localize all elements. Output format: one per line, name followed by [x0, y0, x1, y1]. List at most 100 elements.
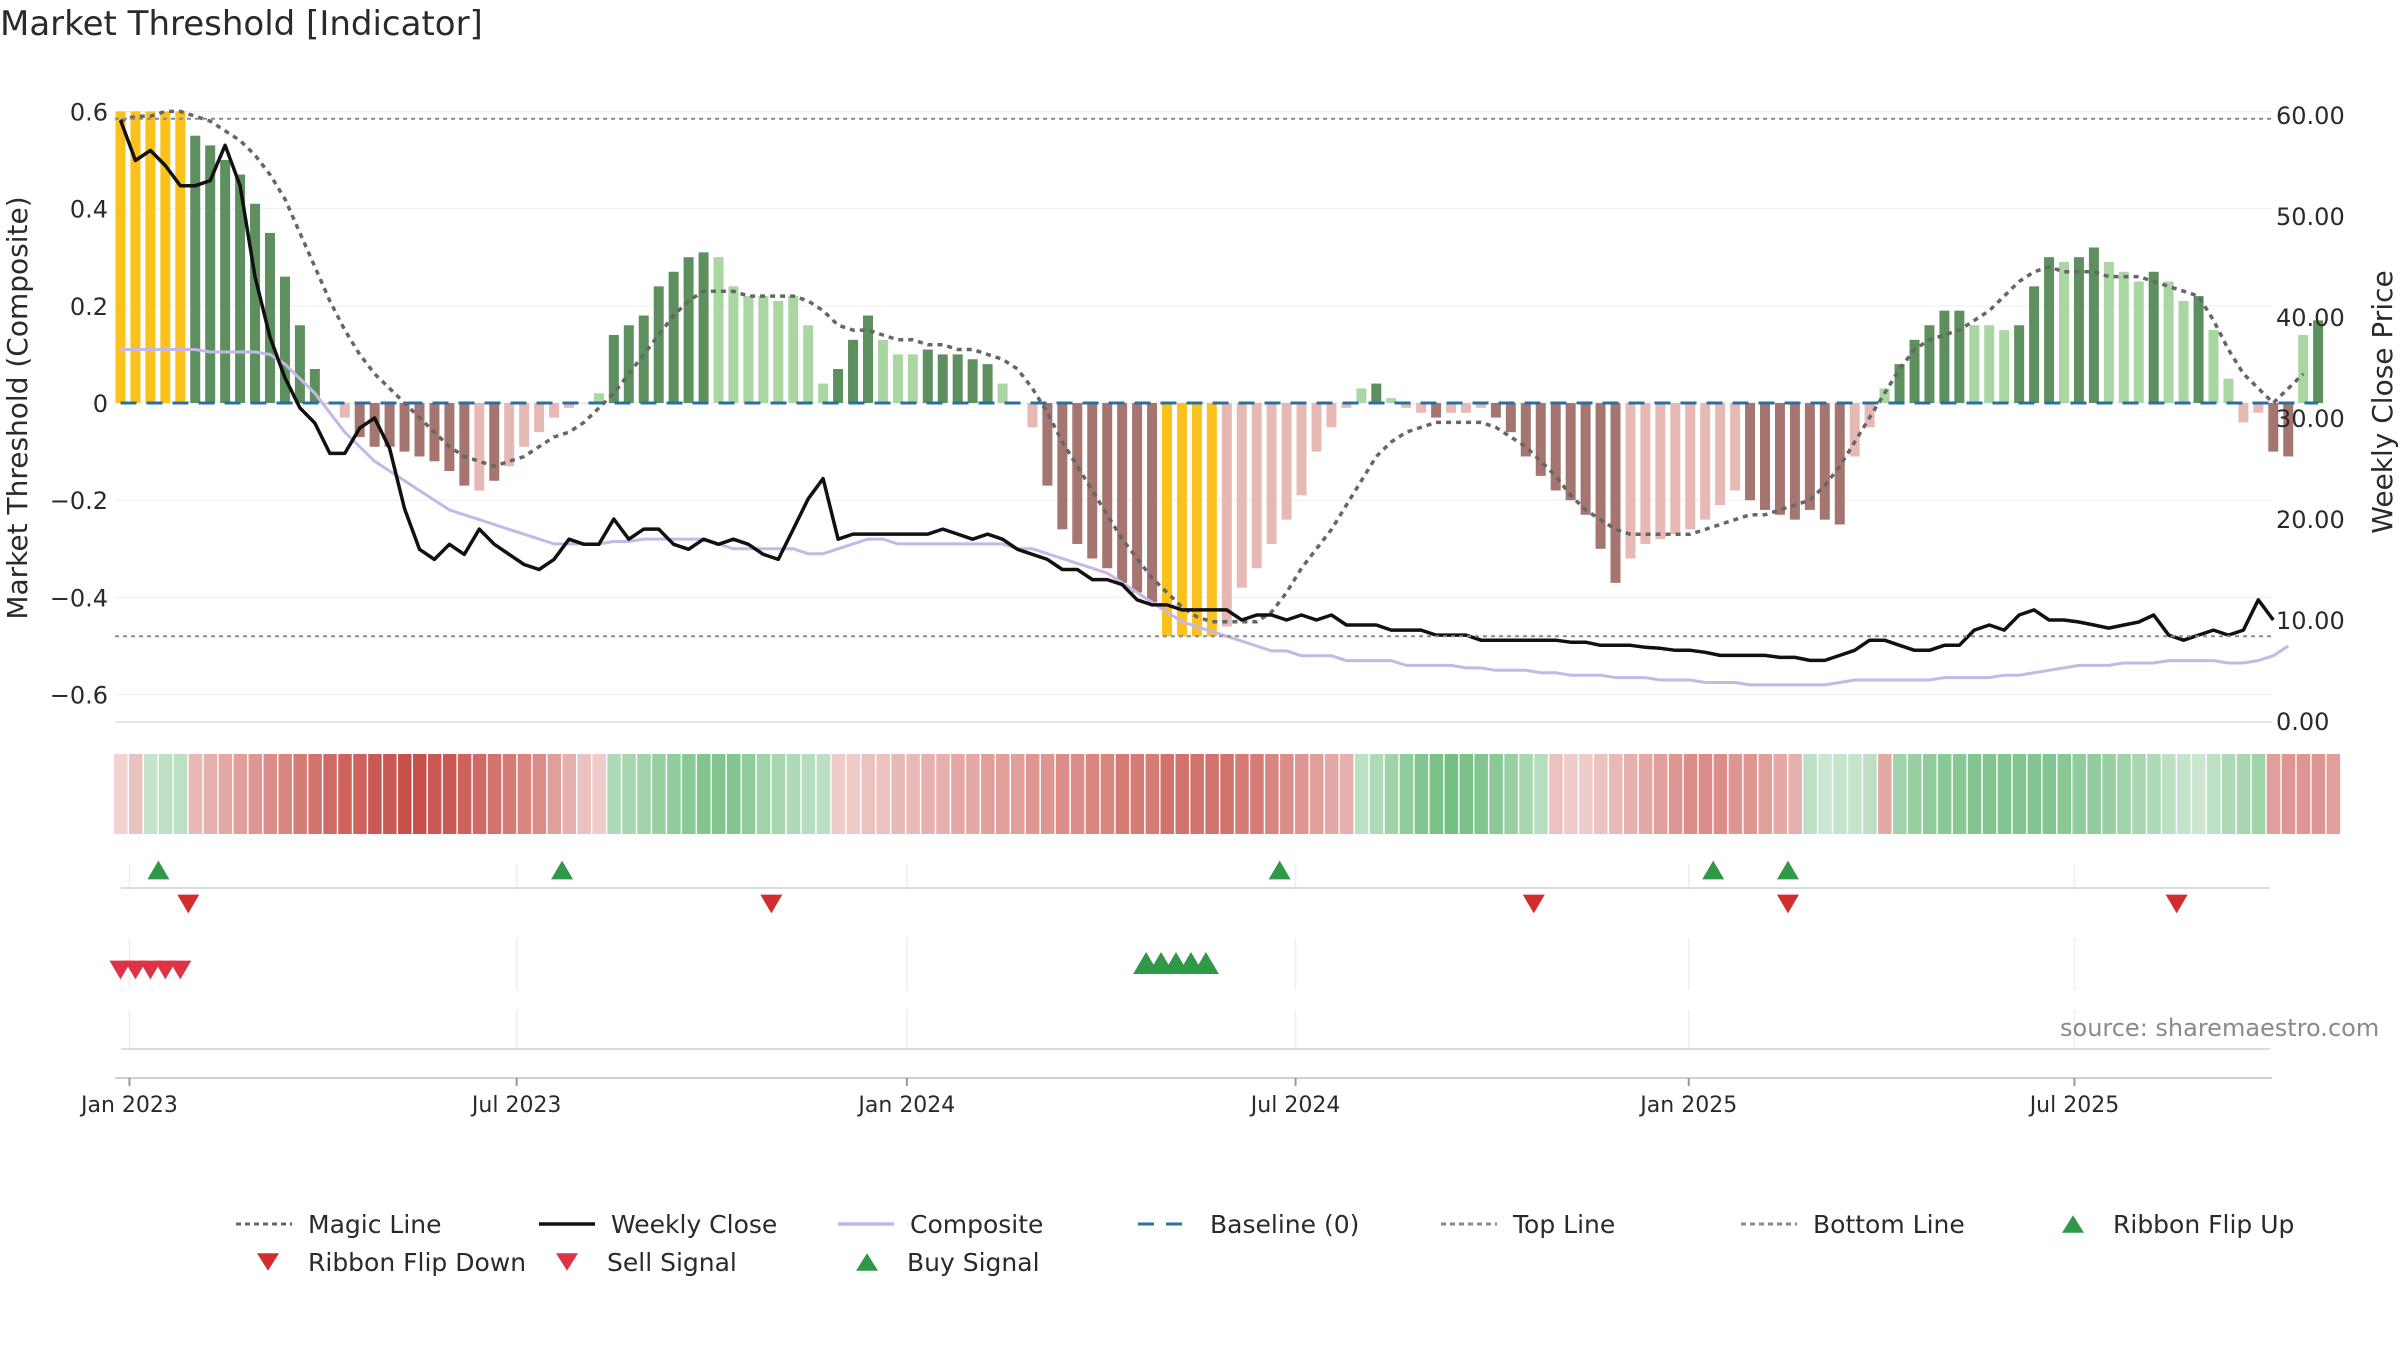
composite-bar	[1550, 403, 1561, 491]
ribbon-cell	[1534, 754, 1548, 834]
composite-bar	[1132, 403, 1143, 593]
ribbon-cell	[1504, 754, 1518, 834]
composite-bar	[2193, 296, 2204, 403]
x-tick-label: Jul 2023	[470, 1093, 562, 1118]
x-tick-label: Jan 2024	[856, 1093, 955, 1118]
composite-bar	[130, 111, 141, 404]
composite-bar	[758, 296, 769, 403]
legend-swatch	[257, 1253, 279, 1271]
ribbon-cell	[816, 754, 831, 834]
ribbon-cell	[2266, 754, 2281, 834]
left-tick-label: 0.6	[70, 98, 108, 126]
composite-bar	[1251, 403, 1262, 569]
ribbon-cell	[1638, 754, 1653, 834]
composite-bar	[2103, 262, 2114, 403]
ribbon-cell	[1967, 754, 1982, 834]
legend-label: Buy Signal	[907, 1248, 1040, 1277]
ribbon-cell	[2012, 754, 2027, 834]
ribbon-cell	[921, 754, 935, 834]
ribbon-cell	[1937, 754, 1952, 834]
composite-bar	[265, 232, 275, 403]
composite-bar	[1804, 403, 1815, 510]
ribbon-cell	[1713, 754, 1728, 834]
composite-bar	[474, 403, 485, 491]
ribbon-flip-down-marker	[1522, 894, 1545, 914]
composite-bar	[190, 135, 201, 403]
composite-bar	[937, 354, 948, 403]
ribbon-cell	[2281, 754, 2296, 834]
ribbon-cell	[158, 754, 173, 834]
composite-bar	[698, 252, 709, 403]
ribbon-cell	[2072, 754, 2086, 834]
left-axis-label: Market Threshold (Composite)	[1, 196, 34, 619]
ribbon-cell	[1339, 754, 1354, 834]
x-axis: Jan 2023 Jul 2023 Jan 2024 Jul 2024 Jan 2025…	[79, 1077, 2272, 1118]
composite-bar	[489, 403, 500, 481]
ribbon-cell	[966, 754, 980, 834]
composite-bar	[2118, 271, 2129, 403]
composite-bar	[1834, 403, 1845, 525]
composite-bar	[1954, 310, 1965, 403]
composite-bar	[1431, 403, 1442, 418]
ribbon-cell	[1489, 754, 1503, 834]
composite-bar	[369, 403, 380, 447]
ribbon-cell	[128, 754, 143, 834]
ribbon-cell	[577, 754, 591, 834]
ribbon-cell	[996, 754, 1010, 834]
ribbon-cell	[1668, 754, 1683, 834]
composite-bar	[997, 383, 1008, 403]
composite-bar	[803, 325, 814, 403]
ribbon-cell	[1878, 754, 1892, 834]
composite-bar	[2208, 330, 2219, 403]
ribbon-cell	[1115, 754, 1130, 834]
composite-bar	[2313, 320, 2324, 403]
composite-bar	[1311, 403, 1322, 452]
composite-bar	[1102, 403, 1113, 569]
composite-bar	[459, 403, 470, 486]
x-tick-label: Jan 2025	[1638, 1093, 1737, 1118]
left-tick-label: 0.2	[70, 293, 108, 321]
legend-swatch	[556, 1253, 578, 1271]
ribbon-cell	[1863, 754, 1877, 834]
composite-bar	[444, 403, 455, 472]
composite-bar	[683, 257, 694, 403]
x-tick-label: Jul 2025	[2028, 1093, 2120, 1118]
ribbon-cell	[667, 754, 681, 834]
ribbon-cell	[936, 754, 950, 834]
composite-bar	[818, 383, 829, 403]
composite-bar	[982, 364, 993, 403]
composite-bar	[1879, 388, 1890, 403]
composite-bar	[1655, 403, 1666, 540]
ribbon-cell	[652, 754, 666, 834]
composite-bar	[1221, 403, 1232, 627]
series-lines	[118, 109, 2305, 687]
ribbon-cell	[1055, 754, 1070, 834]
ribbon-cell	[2117, 754, 2131, 834]
x-tick-label: Jul 2024	[1249, 1093, 1341, 1118]
composite-bar	[2223, 378, 2234, 403]
ribbon-cell	[831, 754, 846, 834]
ribbon-cell	[293, 754, 307, 834]
ribbon-cell	[2087, 754, 2101, 834]
composite-bar	[1206, 403, 1217, 637]
composite-bar	[1117, 403, 1128, 583]
composite-bar	[2044, 257, 2055, 403]
ribbon-cell	[1594, 754, 1608, 834]
ribbon-cell	[1833, 754, 1847, 834]
composite-bar	[1984, 325, 1995, 403]
composite-bar	[279, 276, 290, 403]
ribbon-cell	[323, 754, 337, 834]
legend-label: Baseline (0)	[1210, 1210, 1359, 1239]
ribbon-flip-up-marker	[551, 860, 574, 880]
ribbon-cell	[1414, 754, 1429, 834]
ribbon-cell	[1295, 754, 1309, 834]
ribbon-cell	[741, 754, 756, 834]
composite-bar	[1176, 403, 1187, 637]
composite-bar	[1520, 403, 1531, 457]
composite-bar	[1341, 403, 1352, 408]
ribbon-cell	[2251, 754, 2266, 834]
composite-bar	[1266, 403, 1277, 544]
right-tick-label: 10.00	[2276, 607, 2345, 635]
composite-bar	[145, 111, 156, 404]
ribbon-flip-down-marker	[760, 894, 783, 914]
